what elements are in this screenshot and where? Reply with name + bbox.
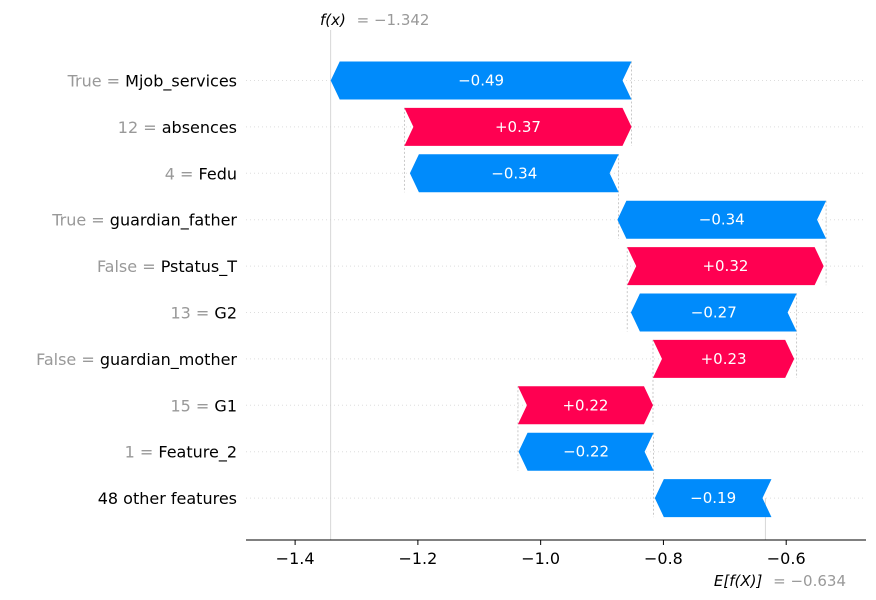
feature-label: 15 = G1 — [170, 396, 237, 415]
bar-value-label: −0.34 — [491, 164, 537, 182]
fx-annotation: f(x) = −1.342 — [320, 11, 430, 29]
feature-value: False = — [97, 257, 161, 276]
efx-annotation: E[f(X)] = −0.634 — [714, 572, 846, 590]
feature-label: 12 = absences — [118, 118, 237, 137]
bar-value-label: +0.32 — [702, 257, 748, 275]
bar — [404, 107, 632, 146]
efx-name: E[f(X)] — [714, 572, 763, 590]
x-tick-label: −0.8 — [644, 549, 683, 568]
efx-value: = −0.634 — [773, 572, 846, 590]
x-tick-label: −0.6 — [767, 549, 806, 568]
x-tick-label: −1.4 — [276, 549, 315, 568]
feature-value: False = — [36, 350, 100, 369]
feature-label: 48 other features — [98, 489, 237, 508]
feature-labels: True = Mjob_services 12 = absences 4 = Fed… — [36, 72, 237, 509]
bar — [652, 339, 795, 378]
feature-name: Pstatus_T — [161, 257, 238, 277]
feature-label: False = Pstatus_T — [97, 257, 237, 277]
feature-name: Feature_2 — [158, 443, 237, 463]
feature-name: Mjob_services — [125, 72, 237, 92]
bar — [409, 154, 619, 193]
feature-value: 15 = — [170, 396, 214, 415]
feature-name: guardian_father — [110, 211, 238, 231]
feature-value: 4 = — [165, 164, 199, 183]
bars: −0.49 +0.37 −0.34 −0.34 +0.32 −0.27 +0.23 +0.22… — [330, 61, 827, 518]
bar-value-label: −0.27 — [691, 304, 737, 322]
x-axis: −1.4 −1.2 −1.0 −0.8 −0.6 — [246, 539, 866, 568]
bar — [617, 200, 827, 239]
fx-value: = −1.342 — [357, 11, 430, 29]
feature-label: 13 = G2 — [170, 304, 237, 323]
bar — [630, 293, 797, 332]
feature-value: 12 = — [118, 118, 162, 137]
bar — [517, 386, 653, 425]
bar-value-label: −0.49 — [458, 72, 504, 90]
feature-name: G1 — [214, 396, 237, 415]
bar — [330, 61, 632, 100]
bar-value-label: −0.22 — [563, 443, 609, 461]
x-tick-label: −1.0 — [521, 549, 560, 568]
feature-value: True = — [67, 72, 126, 91]
feature-name: Fedu — [199, 164, 237, 183]
feature-value: 13 = — [170, 304, 214, 323]
bar-value-label: +0.37 — [495, 118, 541, 136]
bar — [654, 479, 772, 518]
feature-label: True = guardian_father — [51, 211, 237, 231]
feature-label: False = guardian_mother — [36, 350, 237, 370]
feature-name: guardian_mother — [100, 350, 238, 370]
feature-name: G2 — [214, 304, 237, 323]
bar-value-label: −0.34 — [699, 211, 745, 229]
x-tick-label: −1.2 — [398, 549, 437, 568]
fx-name: f(x) — [320, 11, 346, 29]
bar-value-label: −0.19 — [690, 489, 736, 507]
feature-name: absences — [162, 118, 237, 137]
feature-value: True = — [51, 211, 110, 230]
feature-name: 48 other features — [98, 489, 237, 508]
bar-value-label: +0.22 — [562, 396, 608, 414]
feature-label: 4 = Fedu — [165, 164, 237, 183]
bar — [627, 247, 824, 286]
feature-label: True = Mjob_services — [67, 72, 237, 92]
bar-value-label: +0.23 — [701, 350, 747, 368]
bar — [518, 432, 654, 471]
feature-label: 1 = Feature_2 — [125, 443, 237, 463]
feature-value: 1 = — [125, 443, 159, 462]
